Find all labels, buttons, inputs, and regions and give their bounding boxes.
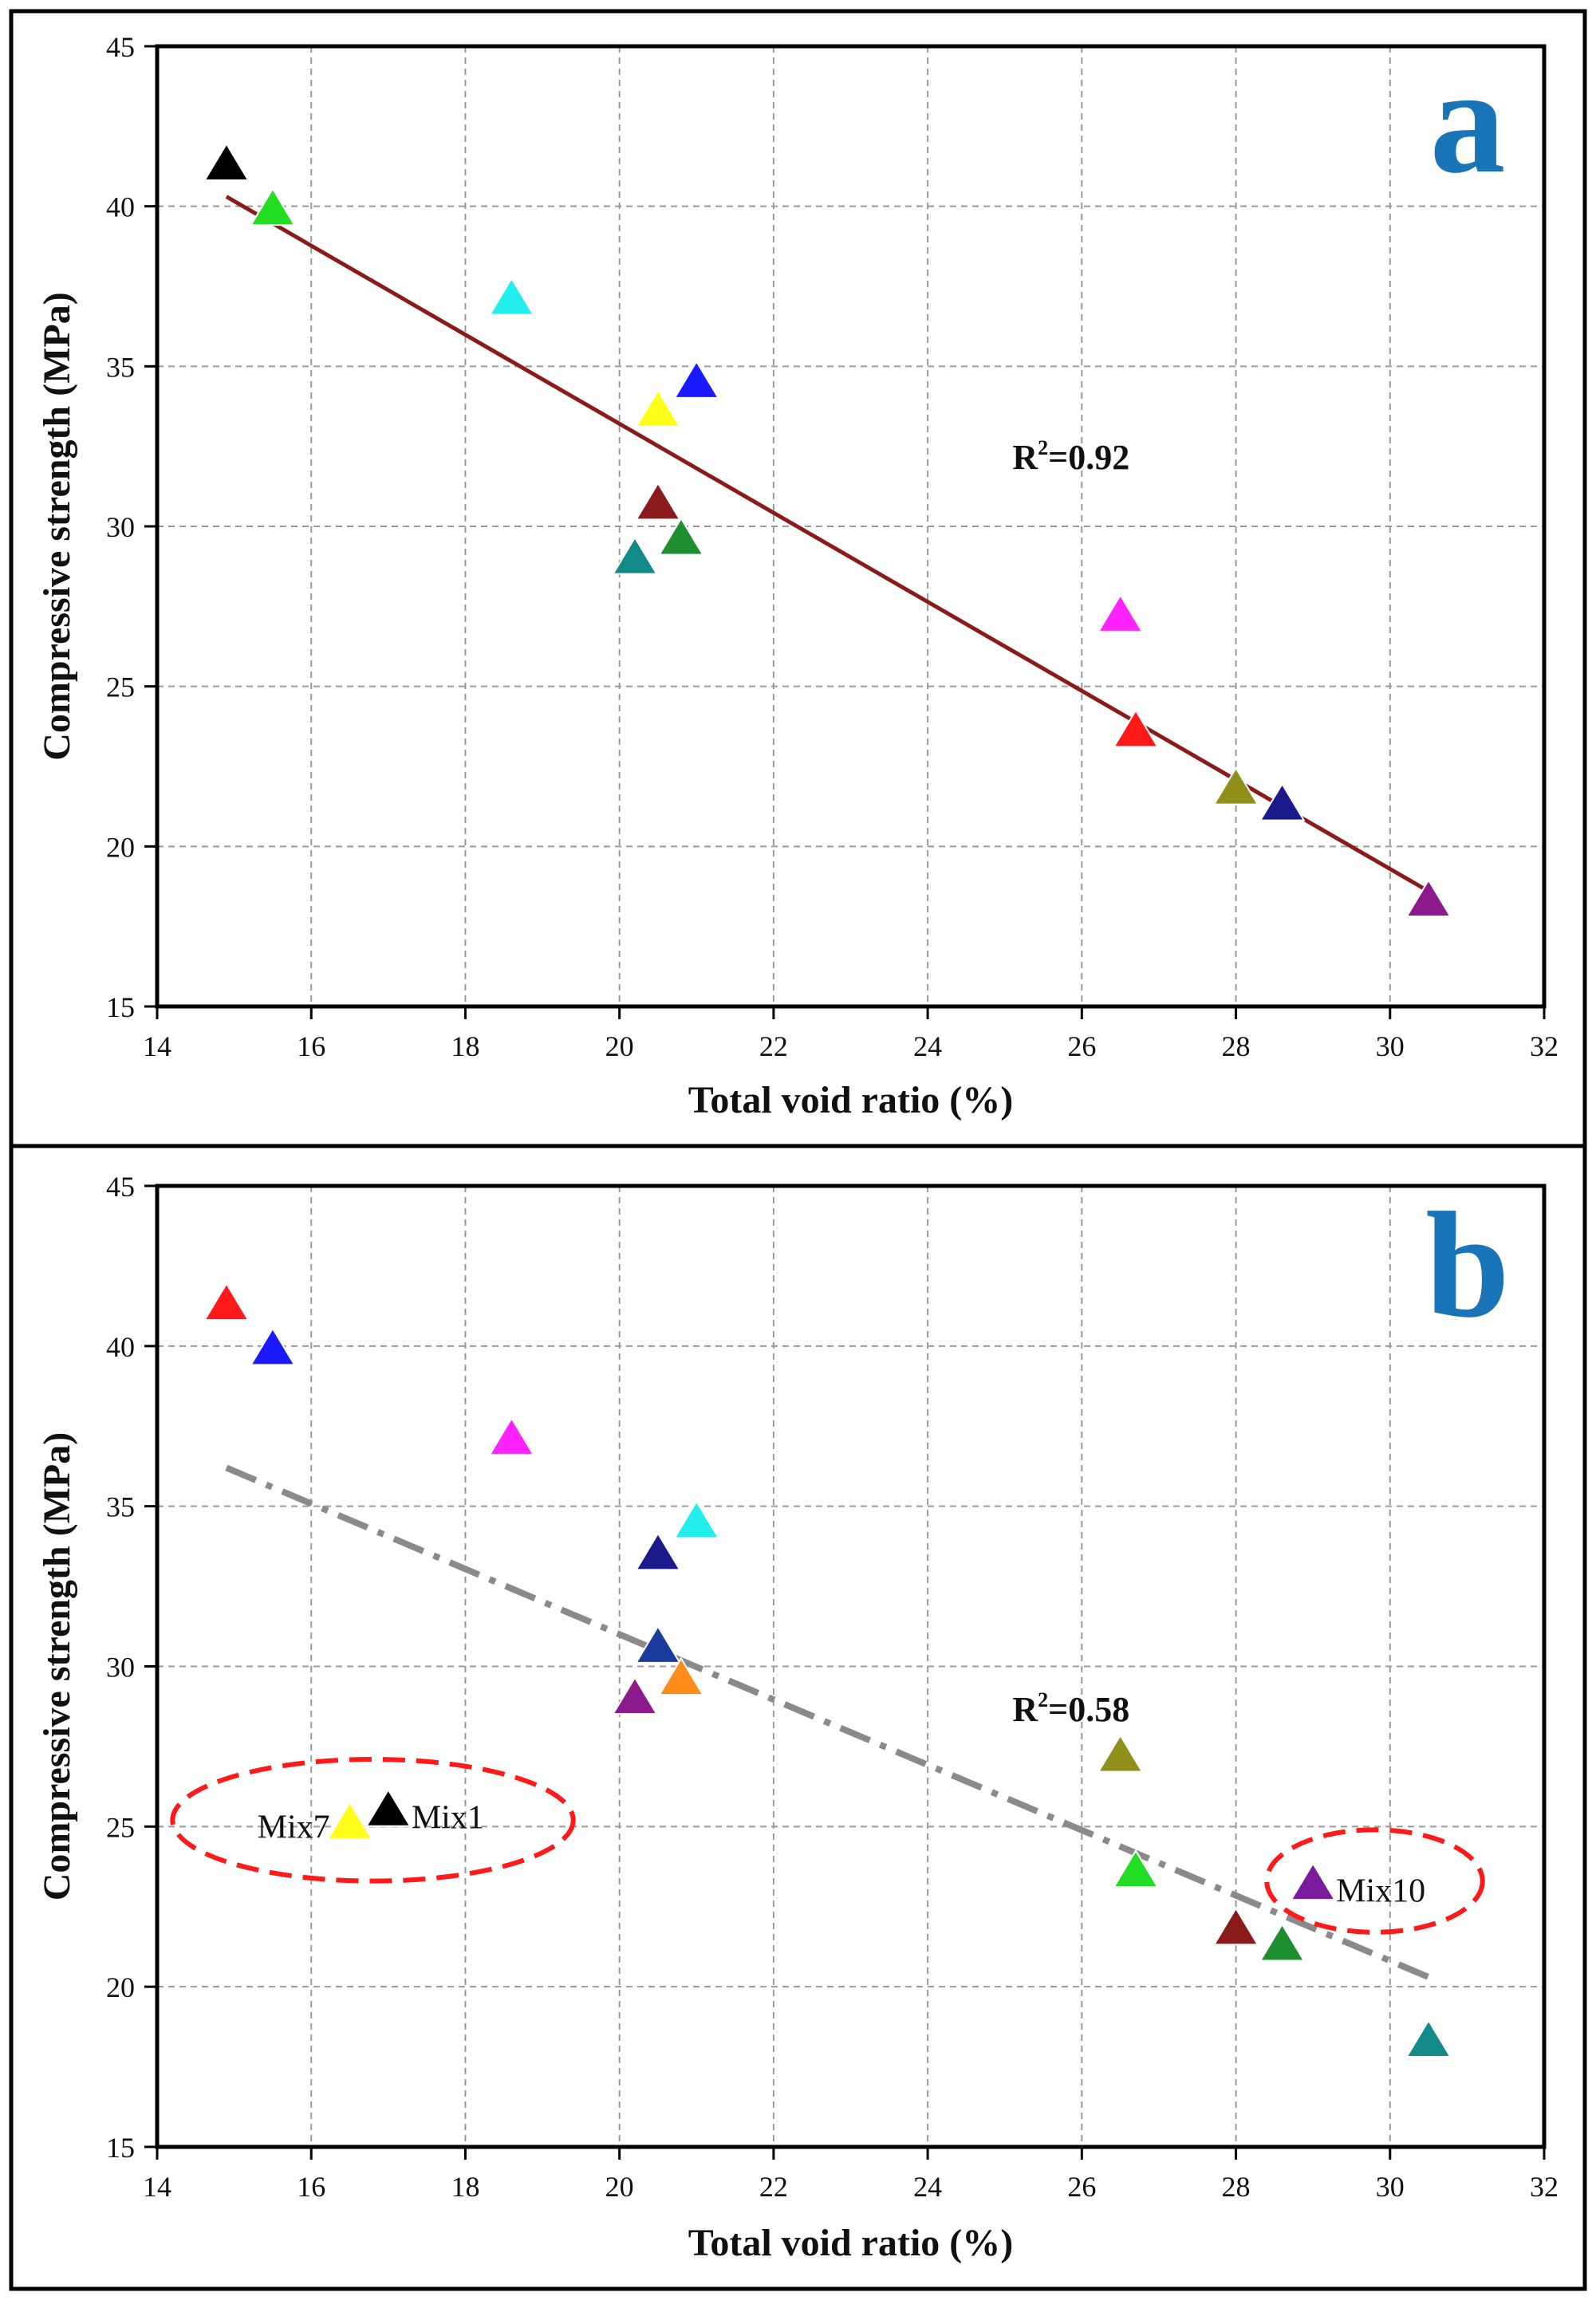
data-point bbox=[673, 1499, 720, 1539]
regression-line bbox=[225, 195, 1430, 893]
x-axis-title: Total void ratio (%) bbox=[688, 2222, 1014, 2264]
x-tick-label: 16 bbox=[297, 2171, 325, 2203]
x-tick-label: 30 bbox=[1376, 2171, 1405, 2203]
x-tick-label: 28 bbox=[1222, 1030, 1251, 1062]
x-tick-label: 14 bbox=[143, 1030, 171, 1062]
chart-panel-a: 14 16 18 20 22 24 26 28 30 32 15 20 25 30 35 40 45 Total … bbox=[36, 31, 1559, 1121]
data-point bbox=[634, 481, 682, 521]
panel-label: b bbox=[1425, 1182, 1510, 1349]
r2-prefix: R bbox=[1012, 438, 1038, 477]
x-tick-label: 32 bbox=[1530, 1030, 1559, 1062]
y-tick-label: 25 bbox=[106, 672, 135, 703]
data-point bbox=[1112, 1849, 1160, 1888]
data-point bbox=[1259, 1923, 1306, 1962]
data-point bbox=[203, 142, 250, 181]
x-axis-title: Total void ratio (%) bbox=[688, 1079, 1014, 1121]
y-axis-title: Compressive strength (MPa) bbox=[36, 292, 78, 760]
point-annotation: Mix7 bbox=[258, 1809, 330, 1845]
y-tick-label: 40 bbox=[106, 1331, 135, 1363]
r2-value: =0.92 bbox=[1048, 438, 1129, 477]
data-point bbox=[1097, 593, 1144, 632]
x-tick-label: 26 bbox=[1067, 2171, 1096, 2203]
y-tick-label: 15 bbox=[106, 991, 135, 1023]
r2-superscript: 2 bbox=[1038, 1688, 1048, 1711]
y-tick-label: 45 bbox=[106, 31, 135, 63]
data-point bbox=[1112, 708, 1160, 748]
x-tick-label: 28 bbox=[1222, 2171, 1251, 2203]
data-point bbox=[1097, 1734, 1144, 1773]
y-tick-label: 20 bbox=[106, 1971, 135, 2003]
data-point bbox=[611, 1676, 659, 1715]
point-annotation: Mix1 bbox=[412, 1799, 484, 1836]
data-point bbox=[657, 517, 705, 556]
data-point bbox=[249, 1326, 296, 1366]
x-tick-label: 26 bbox=[1067, 1030, 1096, 1062]
data-point bbox=[365, 1788, 412, 1827]
x-tick-label: 18 bbox=[451, 1030, 479, 1062]
x-tick-label: 20 bbox=[605, 2171, 634, 2203]
r2-value: =0.58 bbox=[1048, 1690, 1129, 1729]
data-point bbox=[673, 360, 720, 399]
y-tick-label: 40 bbox=[106, 191, 135, 223]
x-tick-label: 16 bbox=[297, 1030, 325, 1062]
highlight-ellipse bbox=[1264, 1827, 1485, 1935]
data-point bbox=[1405, 2018, 1452, 2058]
data-point bbox=[1259, 782, 1306, 821]
panel-label: a bbox=[1430, 37, 1506, 205]
x-tick-label: 32 bbox=[1530, 2171, 1559, 2203]
x-tick-label: 24 bbox=[913, 1030, 942, 1062]
data-point bbox=[1405, 878, 1452, 918]
data-point bbox=[611, 536, 659, 575]
x-tick-label: 14 bbox=[143, 2171, 171, 2203]
point-annotation: Mix10 bbox=[1336, 1873, 1425, 1910]
data-point bbox=[1212, 1906, 1259, 1946]
y-tick-label: 30 bbox=[106, 1652, 135, 1684]
data-point bbox=[1212, 766, 1259, 805]
chart-panel-b: 14 16 18 20 22 24 26 28 30 32 15 20 25 30 35 40 45 Total … bbox=[36, 1171, 1559, 2264]
r2-label: R2=0.58 bbox=[1012, 1688, 1129, 1729]
data-point bbox=[634, 1531, 682, 1571]
outer-frame bbox=[9, 9, 1587, 2291]
x-tick-label: 20 bbox=[605, 1030, 634, 1062]
y-axis-title: Compressive strength (MPa) bbox=[36, 1432, 78, 1900]
y-tick-label: 35 bbox=[106, 351, 135, 383]
r2-superscript: 2 bbox=[1038, 436, 1048, 459]
x-tick-label: 18 bbox=[451, 2171, 479, 2203]
y-tick-label: 45 bbox=[106, 1171, 135, 1203]
x-tick-label: 30 bbox=[1376, 1030, 1405, 1062]
x-tick-label: 22 bbox=[759, 1030, 788, 1062]
y-tick-label: 25 bbox=[106, 1811, 135, 1843]
data-point bbox=[326, 1801, 373, 1840]
r2-label: R2=0.92 bbox=[1012, 436, 1129, 477]
r2-prefix: R bbox=[1012, 1690, 1038, 1729]
data-point bbox=[249, 187, 296, 226]
highlight-ellipse bbox=[170, 1756, 576, 1884]
data-point bbox=[203, 1282, 250, 1321]
y-tick-label: 15 bbox=[106, 2132, 135, 2164]
y-tick-label: 20 bbox=[106, 831, 135, 863]
y-tick-label: 35 bbox=[106, 1491, 135, 1523]
y-tick-label: 30 bbox=[106, 511, 135, 543]
data-point bbox=[634, 388, 682, 428]
regression-line bbox=[225, 1464, 1430, 1980]
data-point bbox=[1290, 1861, 1337, 1901]
data-point bbox=[657, 1656, 705, 1696]
x-tick-label: 22 bbox=[759, 2171, 788, 2203]
x-tick-label: 24 bbox=[913, 2171, 942, 2203]
data-point bbox=[488, 277, 535, 316]
data-point bbox=[488, 1416, 535, 1455]
data-point bbox=[634, 1625, 682, 1664]
